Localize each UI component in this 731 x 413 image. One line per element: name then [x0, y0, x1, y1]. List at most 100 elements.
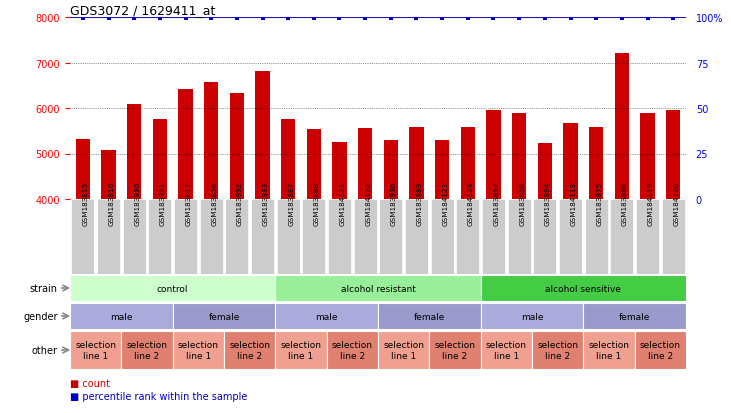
Text: selection
line 1: selection line 1 [383, 340, 424, 360]
Text: male: male [110, 312, 132, 321]
Bar [486, 111, 501, 199]
Bar [640, 114, 654, 199]
FancyBboxPatch shape [200, 199, 223, 274]
FancyBboxPatch shape [97, 199, 120, 274]
Point [129, 16, 140, 22]
Point [308, 16, 319, 22]
Text: GSM183858: GSM183858 [519, 181, 525, 225]
Text: female: female [619, 312, 651, 321]
Text: selection
line 2: selection line 2 [537, 340, 578, 360]
Text: selection
line 1: selection line 1 [178, 340, 219, 360]
Bar [153, 120, 167, 199]
Point [231, 16, 243, 22]
FancyBboxPatch shape [610, 199, 633, 274]
Text: GDS3072 / 1629411_at: GDS3072 / 1629411_at [70, 4, 216, 17]
Bar [255, 71, 270, 199]
Text: GSM184118: GSM184118 [570, 181, 577, 225]
Point [564, 16, 576, 22]
Point [411, 16, 423, 22]
FancyBboxPatch shape [173, 303, 276, 329]
Text: GSM183991: GSM183991 [160, 181, 166, 225]
Text: male: male [520, 312, 543, 321]
FancyBboxPatch shape [405, 199, 428, 274]
Bar [384, 140, 398, 199]
Text: GSM183994: GSM183994 [545, 181, 551, 225]
Text: GSM183815: GSM183815 [83, 181, 89, 225]
FancyBboxPatch shape [481, 303, 583, 329]
Point [642, 16, 654, 22]
Point [488, 16, 499, 22]
Text: selection
line 2: selection line 2 [332, 340, 373, 360]
FancyBboxPatch shape [328, 199, 351, 274]
Text: GSM183856: GSM183856 [211, 181, 217, 225]
Bar [230, 93, 244, 199]
FancyBboxPatch shape [121, 331, 173, 369]
Point [205, 16, 217, 22]
FancyBboxPatch shape [276, 199, 300, 274]
Point [282, 16, 294, 22]
FancyBboxPatch shape [378, 331, 429, 369]
FancyBboxPatch shape [354, 199, 376, 274]
Point [462, 16, 474, 22]
Point [257, 16, 268, 22]
FancyBboxPatch shape [276, 303, 378, 329]
FancyBboxPatch shape [585, 199, 607, 274]
FancyBboxPatch shape [583, 303, 686, 329]
Point [513, 16, 525, 22]
Bar [76, 140, 90, 199]
FancyBboxPatch shape [532, 331, 583, 369]
Text: GSM184122: GSM184122 [366, 181, 371, 225]
Bar [666, 111, 681, 199]
Text: GSM183887: GSM183887 [288, 181, 294, 225]
FancyBboxPatch shape [559, 199, 582, 274]
Point [333, 16, 345, 22]
FancyBboxPatch shape [70, 275, 276, 301]
Text: female: female [208, 312, 240, 321]
FancyBboxPatch shape [481, 275, 686, 301]
Text: other: other [31, 345, 58, 355]
Point [180, 16, 192, 22]
Bar [409, 128, 423, 199]
Bar [435, 140, 450, 199]
Text: GSM184121: GSM184121 [339, 181, 346, 225]
FancyBboxPatch shape [431, 199, 454, 274]
Point [385, 16, 397, 22]
FancyBboxPatch shape [70, 303, 173, 329]
Bar [127, 105, 141, 199]
FancyBboxPatch shape [224, 331, 276, 369]
Text: ■ percentile rank within the sample: ■ percentile rank within the sample [70, 391, 247, 401]
Bar [512, 113, 526, 199]
Bar [358, 129, 372, 199]
FancyBboxPatch shape [276, 331, 327, 369]
Text: selection
line 2: selection line 2 [640, 340, 681, 360]
Text: selection
line 2: selection line 2 [434, 340, 475, 360]
FancyBboxPatch shape [482, 199, 505, 274]
FancyBboxPatch shape [70, 331, 121, 369]
Text: GSM184119: GSM184119 [648, 181, 654, 225]
Text: GSM183886: GSM183886 [622, 181, 628, 225]
FancyBboxPatch shape [123, 199, 145, 274]
FancyBboxPatch shape [148, 199, 171, 274]
Text: GSM183888: GSM183888 [314, 181, 320, 225]
Text: GSM183857: GSM183857 [493, 181, 499, 225]
Bar [204, 83, 219, 199]
Text: GSM183816: GSM183816 [108, 181, 115, 225]
Text: female: female [414, 312, 445, 321]
Bar [102, 150, 115, 199]
Point [154, 16, 166, 22]
Text: control: control [157, 284, 189, 293]
Text: gender: gender [23, 311, 58, 321]
Point [102, 16, 114, 22]
Bar [538, 144, 552, 199]
FancyBboxPatch shape [173, 331, 224, 369]
Point [667, 16, 679, 22]
Bar [281, 120, 295, 199]
FancyBboxPatch shape [583, 331, 635, 369]
Text: GSM183989: GSM183989 [417, 181, 423, 225]
Text: GSM184124: GSM184124 [468, 181, 474, 225]
Point [539, 16, 550, 22]
Text: male: male [315, 312, 338, 321]
FancyBboxPatch shape [534, 199, 556, 274]
Text: alcohol sensitive: alcohol sensitive [545, 284, 621, 293]
FancyBboxPatch shape [303, 199, 325, 274]
